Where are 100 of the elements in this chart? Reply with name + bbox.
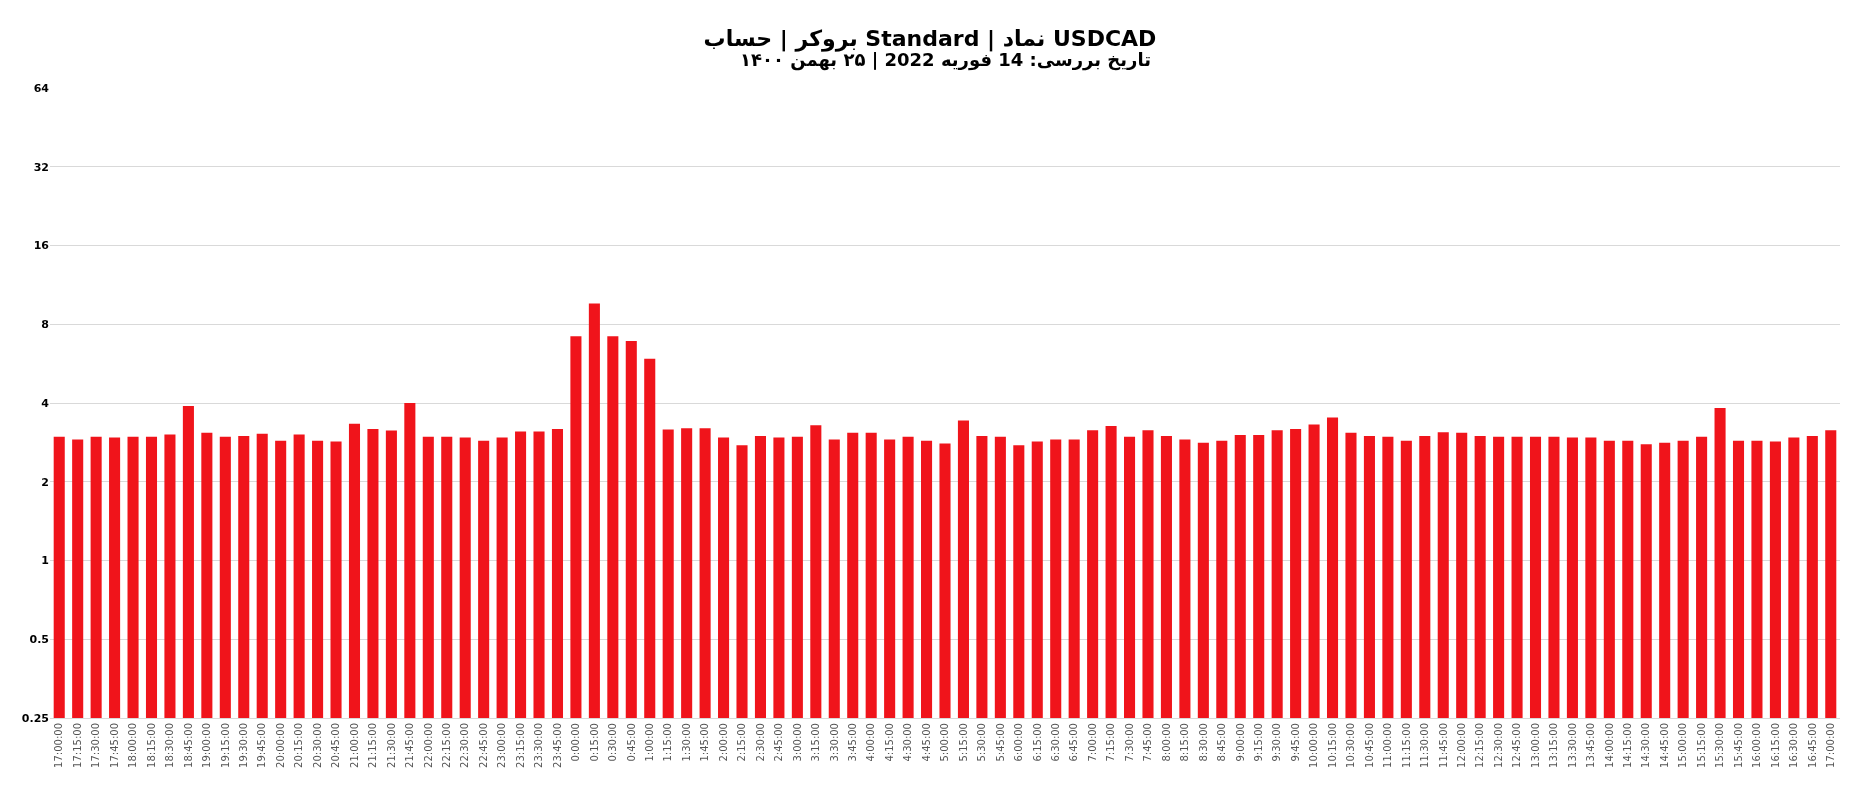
x-tick-label: 0:30:00: [607, 723, 619, 762]
x-tick-label: 20:00:00: [274, 723, 286, 768]
x-tick-label: 17:30:00: [90, 723, 102, 768]
x-tick-label: 4:30:00: [902, 723, 914, 762]
x-tick-label: 11:15:00: [1400, 723, 1412, 768]
x-tick-label: 1:00:00: [643, 723, 655, 762]
x-tick-label: 1:45:00: [699, 723, 711, 762]
x-tick-label: 14:00:00: [1603, 723, 1615, 768]
x-tick-label: 10:15:00: [1326, 723, 1338, 768]
x-tick-label: 8:45:00: [1216, 723, 1228, 762]
x-tick-label: 16:15:00: [1769, 723, 1781, 768]
x-tick-label: 16:30:00: [1788, 723, 1800, 768]
x-tick-label: 4:15:00: [883, 723, 895, 762]
x-tick-label: 13:45:00: [1585, 723, 1597, 768]
x-tick-label: 6:30:00: [1049, 723, 1061, 762]
x-tick-label: 20:15:00: [293, 723, 305, 768]
x-tick-label: 6:45:00: [1068, 723, 1080, 762]
y-tick-label: 16: [33, 239, 50, 253]
x-tick-label: 5:30:00: [976, 723, 988, 762]
x-tick-label: 13:15:00: [1548, 723, 1560, 768]
x-tick-label: 17:15:00: [71, 723, 83, 768]
x-tick-label: 21:30:00: [385, 723, 397, 768]
x-tick-label: 10:00:00: [1308, 723, 1320, 768]
x-tick-label: 3:15:00: [810, 723, 822, 762]
x-tick-label: 12:45:00: [1511, 723, 1523, 768]
x-tick-label: 2:30:00: [754, 723, 766, 762]
x-tick-label: 7:30:00: [1123, 723, 1135, 762]
x-tick-label: 16:00:00: [1751, 723, 1763, 768]
x-tick-label: 14:15:00: [1622, 723, 1634, 768]
y-tick-label: 4: [41, 396, 50, 410]
x-tick-label: 10:30:00: [1345, 723, 1357, 768]
x-tick-label: 17:00:00: [1825, 723, 1837, 768]
x-tick-label: 23:30:00: [533, 723, 545, 768]
x-tick-label: 14:30:00: [1640, 723, 1652, 768]
x-tick-label: 15:15:00: [1695, 723, 1707, 768]
x-tick-label: 9:45:00: [1289, 723, 1301, 762]
x-tick-label: 12:30:00: [1492, 723, 1504, 768]
x-tick-label: 12:00:00: [1455, 723, 1467, 768]
x-tick-label: 12:15:00: [1474, 723, 1486, 768]
x-tick-label: 19:45:00: [256, 723, 268, 768]
x-tick-label: 5:45:00: [994, 723, 1006, 762]
y-tick-label: 1: [41, 554, 49, 568]
x-tick-label: 7:15:00: [1105, 723, 1117, 762]
y-tick-label: 0.5: [29, 633, 49, 647]
x-tick-label: 8:15:00: [1179, 723, 1191, 762]
x-tick-label: 19:30:00: [238, 723, 250, 768]
x-tick-label: 9:30:00: [1271, 723, 1283, 762]
x-tick-label: 1:30:00: [680, 723, 692, 762]
y-tick-label: 8: [41, 318, 49, 332]
y-tick-label: 0.25: [21, 711, 49, 725]
y-tick-label: 64: [33, 81, 50, 95]
x-tick-label: 19:15:00: [219, 723, 231, 768]
x-tick-label: 18:00:00: [127, 723, 139, 768]
x-tick-label: 0:45:00: [625, 723, 637, 762]
x-tick-label: 19:00:00: [201, 723, 213, 768]
x-tick-label: 6:00:00: [1013, 723, 1025, 762]
x-tick-label: 17:00:00: [53, 723, 65, 768]
x-tick-label: 22:15:00: [441, 723, 452, 768]
x-tick-label: 23:45:00: [551, 723, 563, 768]
x-tick-label: 11:30:00: [1419, 723, 1431, 768]
x-tick-label: 15:30:00: [1714, 723, 1726, 768]
x-tick-label: 3:30:00: [828, 723, 840, 762]
y-tick-label: 2: [41, 475, 49, 489]
x-tick-label: 15:45:00: [1732, 723, 1744, 768]
x-tick-label: 20:45:00: [330, 723, 342, 768]
x-tick-label: 5:15:00: [957, 723, 969, 762]
y-tick-label: 32: [33, 160, 49, 174]
x-tick-label: 22:30:00: [459, 723, 471, 768]
x-tick-label: 16:45:00: [1806, 723, 1818, 768]
x-tick-label: 15:00:00: [1677, 723, 1689, 768]
x-tick-label: 9:00:00: [1234, 723, 1246, 762]
x-tick-label: 8:00:00: [1160, 723, 1172, 762]
x-tick-label: 1:15:00: [662, 723, 674, 762]
x-tick-label: 4:00:00: [865, 723, 877, 762]
x-tick-label: 6:15:00: [1031, 723, 1043, 762]
x-tick-label: 3:00:00: [791, 723, 803, 762]
x-tick-label: 0:00:00: [570, 723, 582, 762]
x-tick-label: 17:45:00: [108, 723, 120, 768]
x-tick-label: 2:00:00: [717, 723, 729, 762]
x-tick-label: 9:15:00: [1252, 723, 1264, 762]
x-tick-label: 21:15:00: [367, 723, 379, 768]
x-tick-label: 18:30:00: [164, 723, 176, 768]
x-tick-label: 23:15:00: [514, 723, 526, 768]
x-tick-label: 22:45:00: [477, 723, 489, 768]
x-tick-label: 23:00:00: [496, 723, 508, 768]
x-tick-label: 13:00:00: [1529, 723, 1541, 768]
x-tick-label: 13:30:00: [1566, 723, 1578, 768]
x-tick-label: 7:00:00: [1086, 723, 1098, 762]
x-tick-label: 4:45:00: [920, 723, 932, 762]
x-tick-label: 10:45:00: [1363, 723, 1375, 768]
x-tick-label: 8:30:00: [1197, 723, 1209, 762]
x-tick-label: 18:15:00: [145, 723, 157, 768]
x-tick-label: 20:30:00: [311, 723, 323, 768]
x-tick-label: 21:00:00: [348, 723, 360, 768]
x-tick-label: 7:45:00: [1142, 723, 1154, 762]
x-tick-label: 11:00:00: [1382, 723, 1394, 768]
x-tick-label: 2:15:00: [736, 723, 748, 762]
x-tick-label: 11:45:00: [1437, 723, 1449, 768]
x-tick-label: 14:45:00: [1658, 723, 1670, 768]
x-tick-label: 18:45:00: [182, 723, 194, 768]
